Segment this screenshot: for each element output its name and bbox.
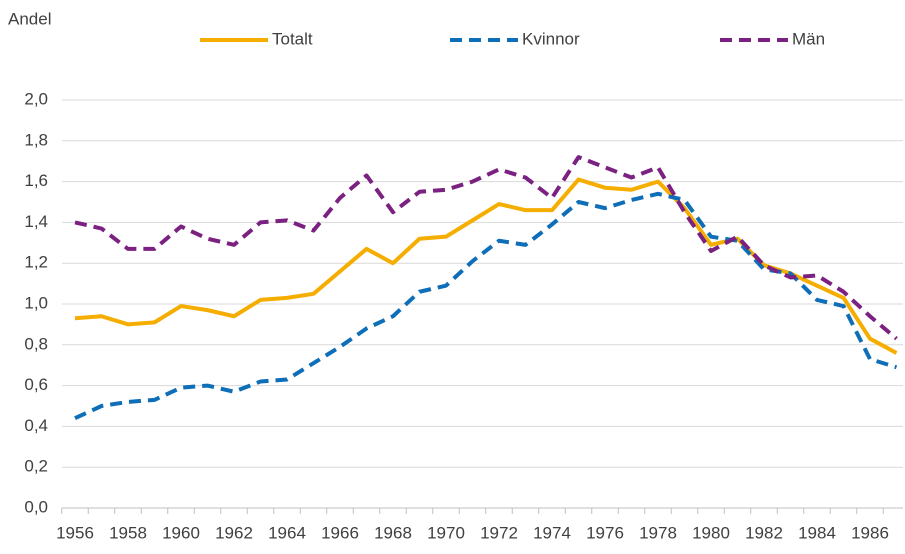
x-tick-label: 1980	[692, 523, 730, 542]
x-tick-label: 1964	[268, 523, 306, 542]
series-line	[74, 191, 898, 421]
x-tick-label: 1962	[215, 523, 253, 542]
x-tick-label: 1956	[56, 523, 94, 542]
x-tick-label: 1984	[798, 523, 836, 542]
y-tick-label: 0,6	[24, 375, 48, 394]
legend-label: Kvinnor	[522, 29, 580, 48]
y-tick-label: 0,2	[24, 457, 48, 476]
x-tick-label: 1958	[109, 523, 147, 542]
x-tick-label: 1972	[480, 523, 518, 542]
series-line	[74, 155, 898, 341]
x-tick-label: 1974	[533, 523, 571, 542]
x-tick-label: 1960	[162, 523, 200, 542]
y-tick-label: 1,6	[24, 171, 48, 190]
x-tick-label: 1968	[374, 523, 412, 542]
y-tick-label: 0,0	[24, 497, 48, 516]
y-tick-label: 2,0	[24, 89, 48, 108]
legend-label: Män	[792, 29, 825, 48]
x-tick-label: 1978	[639, 523, 677, 542]
x-tick-label: 1976	[586, 523, 624, 542]
y-tick-label: 1,0	[24, 293, 48, 312]
y-tick-label: 0,4	[24, 416, 48, 435]
y-axis-label: Andel	[8, 9, 51, 28]
x-tick-label: 1982	[745, 523, 783, 542]
x-tick-label: 1986	[851, 523, 889, 542]
y-tick-label: 0,8	[24, 334, 48, 353]
y-tick-label: 1,8	[24, 130, 48, 149]
x-tick-label: 1966	[321, 523, 359, 542]
x-tick-label: 1970	[427, 523, 465, 542]
y-tick-label: 1,2	[24, 253, 48, 272]
y-tick-label: 1,4	[24, 212, 48, 231]
series-line	[74, 177, 898, 355]
legend-label: Totalt	[272, 29, 313, 48]
